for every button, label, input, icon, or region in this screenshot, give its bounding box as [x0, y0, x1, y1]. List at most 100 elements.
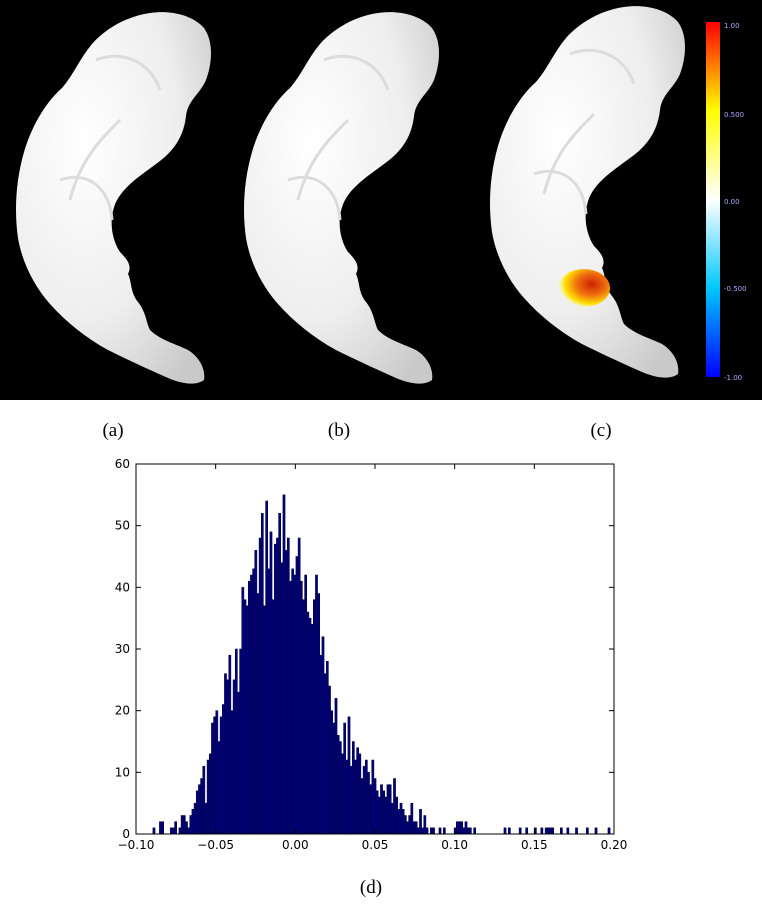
caption-b: (b): [327, 420, 351, 441]
histogram-bar: [393, 778, 396, 835]
colorbar-label-min: -1.00: [724, 374, 742, 382]
histogram-bar: [321, 636, 325, 835]
histogram-bar: [256, 593, 260, 835]
histogram-bar: [193, 802, 197, 835]
histogram-bar: [185, 821, 188, 835]
histogram-bar: [551, 827, 555, 835]
histogram-bar: [159, 821, 162, 835]
surface-render-panel: 1.00 0.500 0.00 -0.500 -1.00: [0, 0, 762, 400]
histogram-bar: [358, 753, 362, 835]
histogram-bar: [319, 654, 323, 835]
histogram-bar: [351, 741, 355, 835]
histogram-bar: [371, 759, 375, 835]
histogram-bar: [245, 605, 249, 835]
histogram-bar: [466, 827, 470, 835]
histogram-bar: [325, 661, 329, 835]
histogram-bar: [386, 784, 390, 835]
histogram-bar: [438, 827, 442, 835]
histogram-bar: [243, 599, 247, 835]
histogram-bar: [544, 827, 548, 835]
x-tick-label: 0.05: [362, 838, 389, 852]
histogram-bar: [332, 722, 336, 835]
caption-d: (d): [359, 877, 383, 898]
histogram-bar: [547, 827, 550, 835]
histogram-bar: [369, 784, 372, 835]
surface-shape-b: [244, 12, 439, 384]
histogram-bar: [219, 716, 223, 835]
histogram-bar: [189, 815, 193, 835]
histogram-bar: [180, 815, 184, 835]
histogram-bar: [252, 568, 255, 835]
histogram-bar: [425, 827, 429, 835]
histogram-bar: [302, 599, 305, 835]
histogram-bar: [399, 802, 403, 835]
histogram-bar: [208, 753, 212, 835]
histogram-bar: [187, 827, 190, 835]
histogram-bar: [200, 778, 203, 835]
histogram-bar: [404, 815, 407, 835]
histogram-bar: [349, 765, 353, 835]
histogram-bar: [299, 580, 303, 835]
histogram-bar: [237, 691, 240, 835]
histogram-bar: [169, 827, 173, 835]
histogram-bar: [284, 550, 288, 835]
histogram-bar: [382, 790, 386, 835]
histogram-bar: [401, 809, 405, 835]
histogram-bar: [345, 759, 349, 835]
histogram-bar: [191, 809, 195, 835]
y-tick-label: 50: [115, 519, 130, 533]
histogram-bar: [273, 543, 277, 835]
y-tick-label: 10: [115, 765, 130, 779]
histogram-bar: [174, 821, 177, 835]
histogram-bar: [241, 587, 245, 835]
histogram-bar: [373, 778, 377, 835]
histogram-bar: [410, 802, 414, 835]
histogram-bar: [267, 568, 271, 835]
histogram-bar: [406, 821, 409, 835]
x-tick-label: −0.05: [197, 838, 234, 852]
histogram-bar: [297, 537, 301, 835]
histogram-bar: [282, 494, 286, 835]
significance-hotspot: [558, 269, 610, 307]
surface-shape-a: [16, 12, 211, 384]
histogram-bar: [360, 778, 364, 835]
histogram-bar: [391, 802, 394, 835]
histogram-bar: [317, 593, 320, 835]
histogram-bar: [228, 654, 232, 835]
histogram-bar: [341, 753, 344, 835]
histogram-bar: [330, 710, 333, 835]
histogram-bar: [367, 772, 370, 835]
histogram-bar: [293, 574, 297, 835]
histogram-bar: [518, 827, 522, 835]
histogram-bar: [295, 556, 299, 835]
histogram-bar: [456, 821, 459, 835]
histogram-bar: [460, 821, 464, 835]
histogram-bar: [308, 617, 312, 835]
histogram-bar: [226, 679, 229, 835]
histogram-bar: [469, 827, 472, 835]
histogram-bar: [417, 827, 420, 835]
surface-render-svg: 1.00 0.500 0.00 -0.500 -1.00: [16, 6, 747, 384]
x-tick-label: 0.20: [601, 838, 628, 852]
colorbar-label-max: 1.00: [724, 22, 740, 30]
histogram-bar: [430, 827, 433, 835]
histogram-bar: [232, 679, 236, 835]
histogram-bar: [289, 580, 292, 835]
histogram-bars: [152, 494, 611, 835]
histogram-bar: [423, 815, 427, 835]
histogram-bar: [260, 513, 264, 835]
histogram-bar: [414, 821, 418, 835]
histogram-bar: [607, 827, 611, 835]
histogram-bar: [224, 673, 227, 835]
histogram-bar: [378, 796, 381, 835]
histogram-bar: [338, 741, 342, 835]
histogram-bar: [198, 784, 201, 835]
histogram-bar: [540, 827, 544, 835]
histogram-bar: [265, 500, 268, 835]
histogram-bar: [421, 827, 425, 835]
histogram-bar: [458, 821, 461, 835]
histogram-bar: [419, 809, 422, 835]
histogram-bar: [271, 599, 275, 835]
x-axis: −0.10 −0.05 0.00 0.05 0.10 0.15 0.20: [118, 464, 628, 852]
histogram-bar: [343, 722, 346, 835]
